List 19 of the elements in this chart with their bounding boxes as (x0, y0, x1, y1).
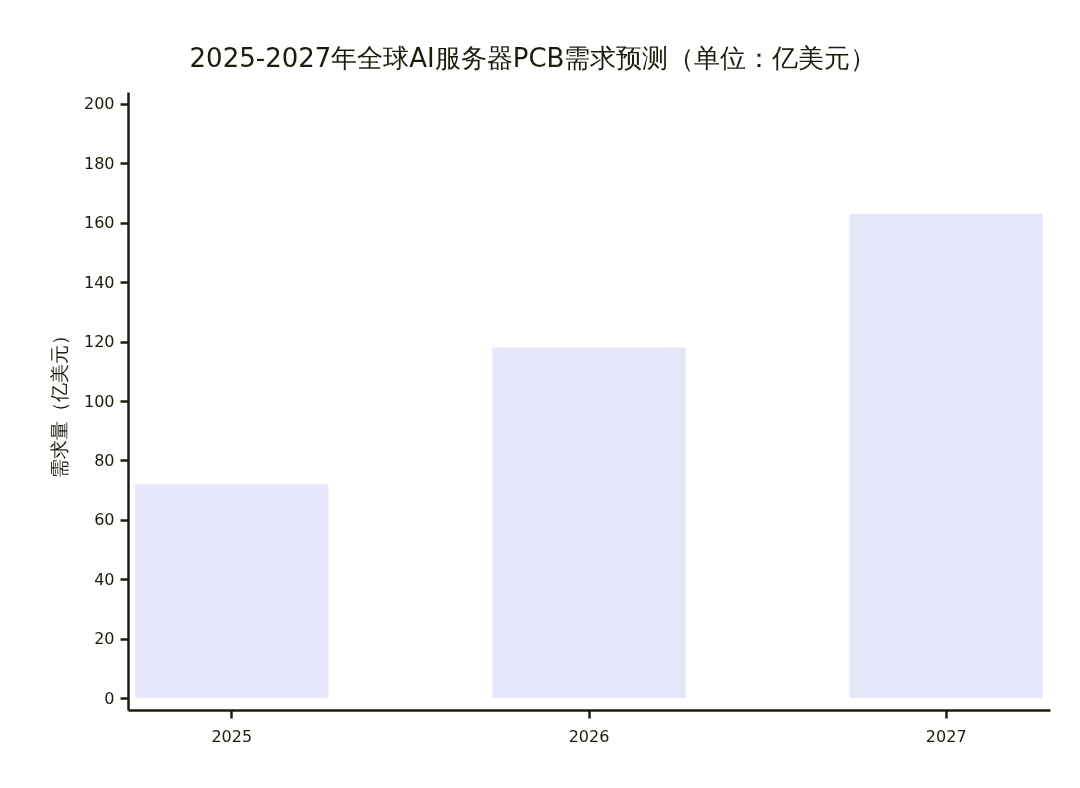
bar (492, 347, 686, 699)
y-tick-label: 120 (83, 332, 115, 352)
y-tick-label: 180 (83, 153, 115, 173)
y-axis-title: 需求量（亿美元） (47, 325, 70, 478)
bar (135, 484, 329, 699)
chart-title: 2025-2027年全球AI服务器PCB需求预测（单位：亿美元） (189, 43, 877, 73)
y-tick-label: 200 (83, 94, 115, 114)
y-tick-label: 100 (83, 391, 115, 411)
y-tick-label: 0 (104, 688, 115, 708)
bar (849, 213, 1043, 699)
y-tick-label: 60 (94, 510, 115, 530)
x-tick-label: 2025 (211, 726, 253, 746)
y-tick-label: 20 (94, 629, 115, 649)
x-tick-label: 2027 (925, 726, 967, 746)
y-tick-label: 80 (94, 450, 115, 470)
y-tick-label: 40 (94, 569, 115, 589)
y-tick-label: 160 (83, 213, 115, 233)
y-tick-label: 140 (83, 272, 115, 292)
x-tick-label: 2026 (568, 726, 610, 746)
